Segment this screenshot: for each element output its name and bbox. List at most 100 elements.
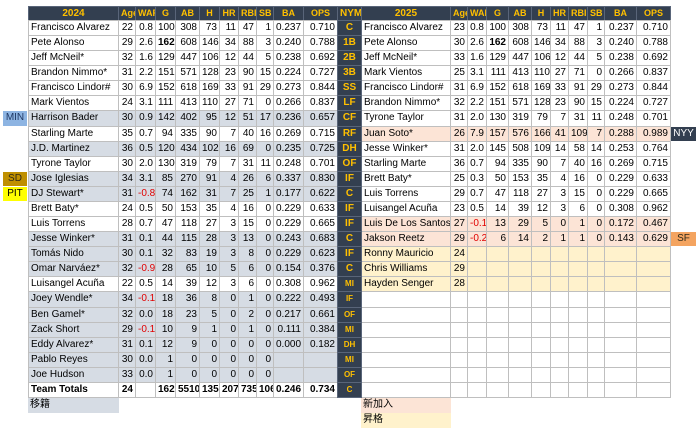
player-name: Francisco Lindor#	[361, 80, 451, 96]
stat-cell	[587, 261, 605, 277]
player-name: Jeff McNeil*	[361, 50, 451, 66]
stat-cell: 3	[587, 35, 605, 51]
player-name: Jesse Winker*	[361, 141, 451, 157]
stat-cell: 6	[256, 171, 274, 187]
stat-cell: 3	[256, 35, 274, 51]
stat-cell	[508, 367, 532, 383]
stat-cell: 0.177	[273, 186, 304, 202]
stat-cell: 0.629	[636, 231, 671, 247]
player-name: Francisco Alvarez	[361, 20, 451, 36]
stat-cell: 7	[219, 186, 239, 202]
team-header: NYM	[337, 6, 362, 21]
stat-cell: 162	[155, 35, 176, 51]
stat-cell: 4	[550, 171, 569, 187]
stat-cell: 0.273	[604, 80, 637, 96]
stat-cell: 1	[238, 291, 257, 308]
stat-cell: 0.143	[604, 231, 637, 247]
stat-cell: 0.269	[273, 126, 304, 142]
column-header: G	[155, 6, 176, 21]
stat-cell: 28	[199, 231, 220, 247]
stat-cell: 12	[219, 110, 239, 127]
column-header: Age	[118, 6, 136, 21]
stat-cell: 145	[486, 141, 509, 157]
stat-cell: 1357	[199, 382, 220, 398]
stat-cell: 33	[550, 80, 569, 96]
stat-cell: 152	[486, 80, 509, 96]
stat-cell: 0.3	[467, 171, 487, 187]
stat-cell: 0.962	[303, 276, 338, 292]
stat-cell: 402	[175, 110, 200, 127]
stat-cell: 0	[256, 322, 274, 338]
stat-cell: 1.6	[467, 50, 487, 66]
stat-cell: 26	[450, 126, 468, 142]
stat-cell: 1	[550, 231, 569, 247]
stat-cell: 110	[199, 95, 220, 111]
stat-cell: 0.000	[273, 337, 304, 353]
stat-cell: 23	[450, 20, 468, 36]
player-name: Jesse Winker*	[28, 231, 119, 247]
stat-cell: 0.7	[467, 156, 487, 172]
stat-cell: 0.701	[303, 156, 338, 172]
player-name	[361, 307, 451, 323]
position-cell: C	[337, 261, 362, 277]
stat-cell: 106	[199, 50, 220, 66]
stat-cell	[531, 322, 551, 338]
stat-cell	[303, 352, 338, 368]
player-name: Team Totals	[28, 382, 119, 398]
stat-cell	[550, 382, 569, 398]
stat-cell: 30	[450, 35, 468, 51]
position-cell: RF	[337, 126, 362, 142]
stat-cell: 735	[238, 382, 257, 398]
stat-cell: 111	[486, 65, 509, 81]
stat-cell: 0.308	[604, 201, 637, 217]
position-cell: C	[337, 231, 362, 247]
stat-cell: 0.248	[273, 156, 304, 172]
stat-cell: 47	[486, 186, 509, 202]
player-name: Hayden Senger	[361, 276, 451, 292]
stat-cell: 2.0	[467, 141, 487, 157]
stat-cell: 0.229	[604, 171, 637, 187]
stat-cell	[568, 276, 588, 292]
stat-cell: 90	[199, 126, 220, 142]
position-cell: OF	[337, 367, 362, 383]
stat-cell: 30	[118, 352, 136, 368]
stat-cell	[604, 261, 637, 277]
stat-cell: 0.8	[135, 20, 156, 36]
team-tag: MIN	[3, 111, 27, 126]
player-name: Harrison Bader	[28, 110, 119, 127]
stat-cell: 0.837	[636, 65, 671, 81]
team-tag: SF	[671, 232, 696, 246]
stat-cell: 0.837	[303, 95, 338, 111]
stat-cell: 30	[118, 246, 136, 262]
stat-cell: 31	[238, 156, 257, 172]
stat-cell: 16	[568, 171, 588, 187]
stat-cell: 88	[238, 35, 257, 51]
stat-cell: 0.337	[273, 171, 304, 187]
stat-cell	[604, 382, 637, 398]
stat-cell	[486, 246, 509, 262]
stat-cell: 1	[587, 20, 605, 36]
stat-cell: 6.9	[135, 80, 156, 96]
column-header: Age	[450, 6, 468, 21]
stat-cell	[568, 307, 588, 323]
player-name: Luis Torrens	[361, 186, 451, 202]
stat-cell: 0.0	[135, 352, 156, 368]
stat-cell: 6	[568, 201, 588, 217]
stat-cell	[636, 246, 671, 262]
stat-cell: 6	[486, 231, 509, 247]
stat-cell	[531, 307, 551, 323]
stat-cell	[636, 337, 671, 353]
stat-cell: 71	[238, 95, 257, 111]
stat-cell: 0	[256, 231, 274, 247]
stat-cell: 7	[587, 126, 605, 142]
stat-cell	[604, 337, 637, 353]
stat-cell: 0.1	[135, 246, 156, 262]
stat-cell: 94	[155, 126, 176, 142]
column-header: WAR	[135, 6, 156, 21]
stat-cell	[568, 322, 588, 338]
stat-cell: 27	[199, 216, 220, 232]
stat-cell: 1	[256, 186, 274, 202]
stat-cell: 0	[256, 246, 274, 262]
stat-cell: 15	[568, 186, 588, 202]
stat-cell: 25	[238, 186, 257, 202]
